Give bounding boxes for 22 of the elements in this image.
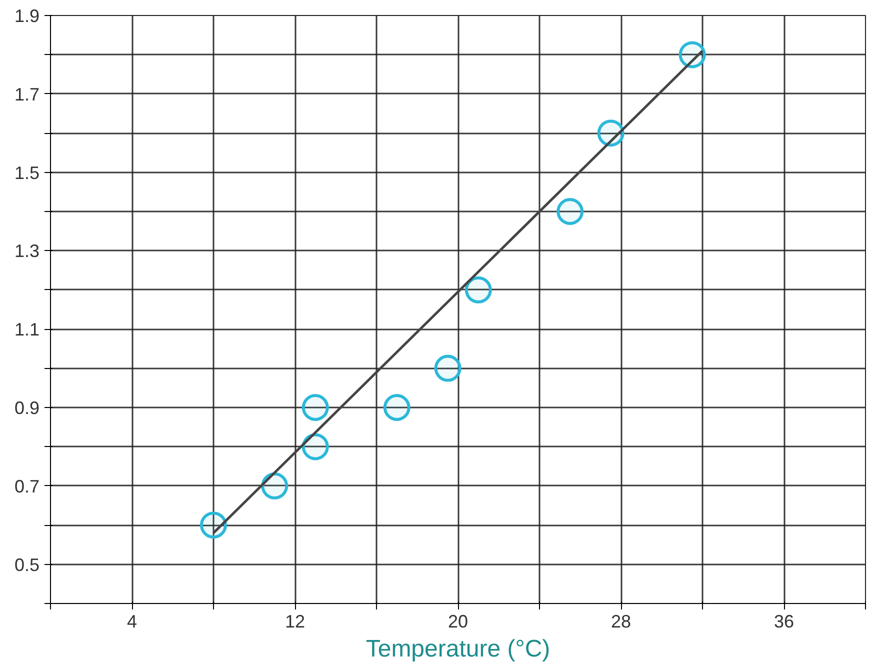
x-tick-label: 4 xyxy=(126,612,138,632)
point xyxy=(302,394,329,421)
x-tick-label: 28 xyxy=(610,612,632,632)
x-tick-label: 20 xyxy=(448,612,468,632)
y-tick-label: 0.7 xyxy=(14,476,40,496)
y-tick-label: 1.3 xyxy=(14,241,40,262)
y-tick-label: 1.7 xyxy=(14,84,40,104)
point xyxy=(556,198,584,225)
point xyxy=(464,276,492,304)
y-tick-label: 1.9 xyxy=(14,6,40,26)
point xyxy=(200,512,227,539)
point xyxy=(261,472,288,500)
x-axis-title: Temperature (°C) xyxy=(366,636,550,662)
y-tick-label: 1.1 xyxy=(14,320,40,340)
point xyxy=(434,354,462,382)
x-tick-label: 36 xyxy=(774,612,794,632)
point xyxy=(302,433,329,460)
y-tick-label: 0.9 xyxy=(14,398,40,418)
y-tick-label: 1.5 xyxy=(14,162,40,183)
x-tick-label: 12 xyxy=(284,612,306,632)
y-tick-label: 0.5 xyxy=(14,554,40,575)
point xyxy=(383,394,410,421)
